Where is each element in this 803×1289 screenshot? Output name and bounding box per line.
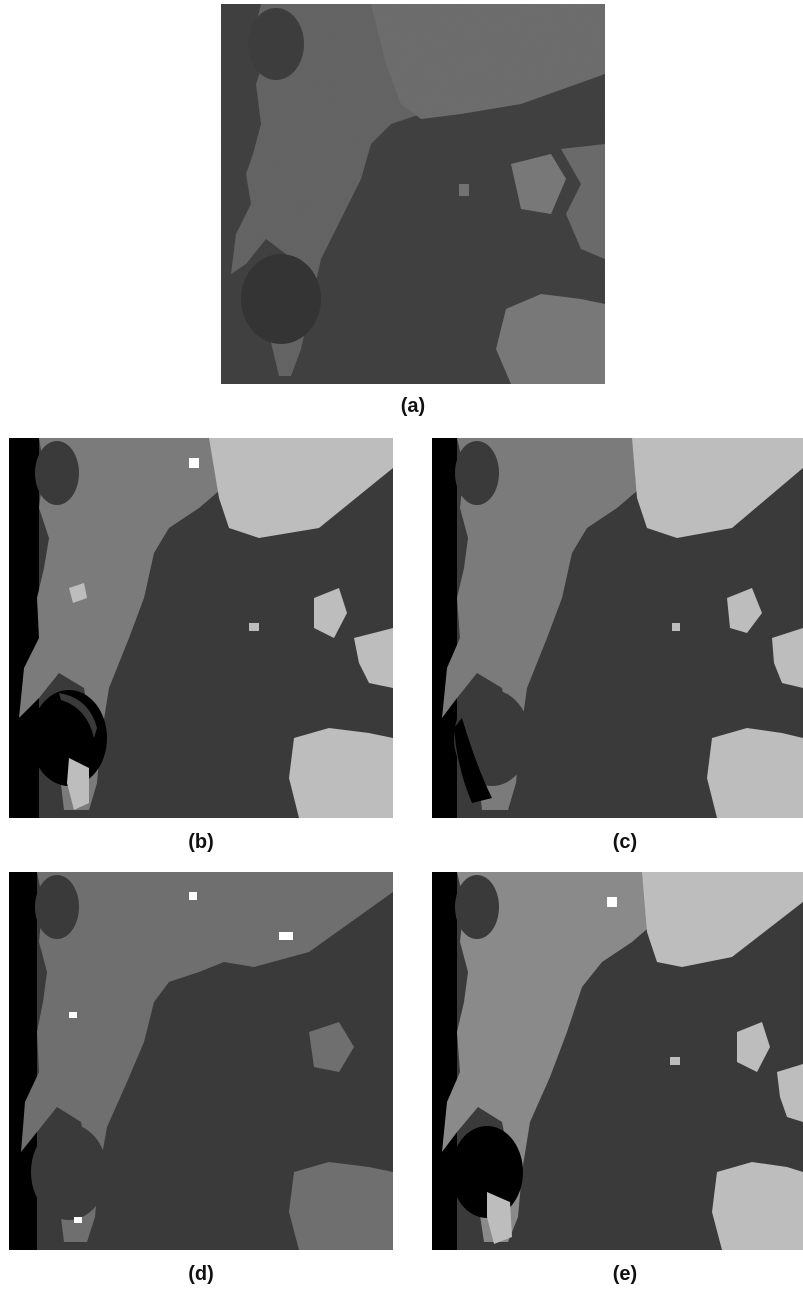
panel-a-caption: (a) (400, 395, 426, 417)
panel-a-image (221, 4, 605, 384)
panel-b-map (9, 438, 393, 818)
panel-e-caption: (e) (612, 1263, 638, 1285)
panel-d-map (9, 872, 393, 1250)
panel-b-caption: (b) (188, 831, 214, 853)
panel-c-caption: (c) (612, 831, 638, 853)
panel-e-map (432, 872, 803, 1250)
panel-c-map (432, 438, 803, 818)
panel-d-caption: (d) (188, 1263, 214, 1285)
